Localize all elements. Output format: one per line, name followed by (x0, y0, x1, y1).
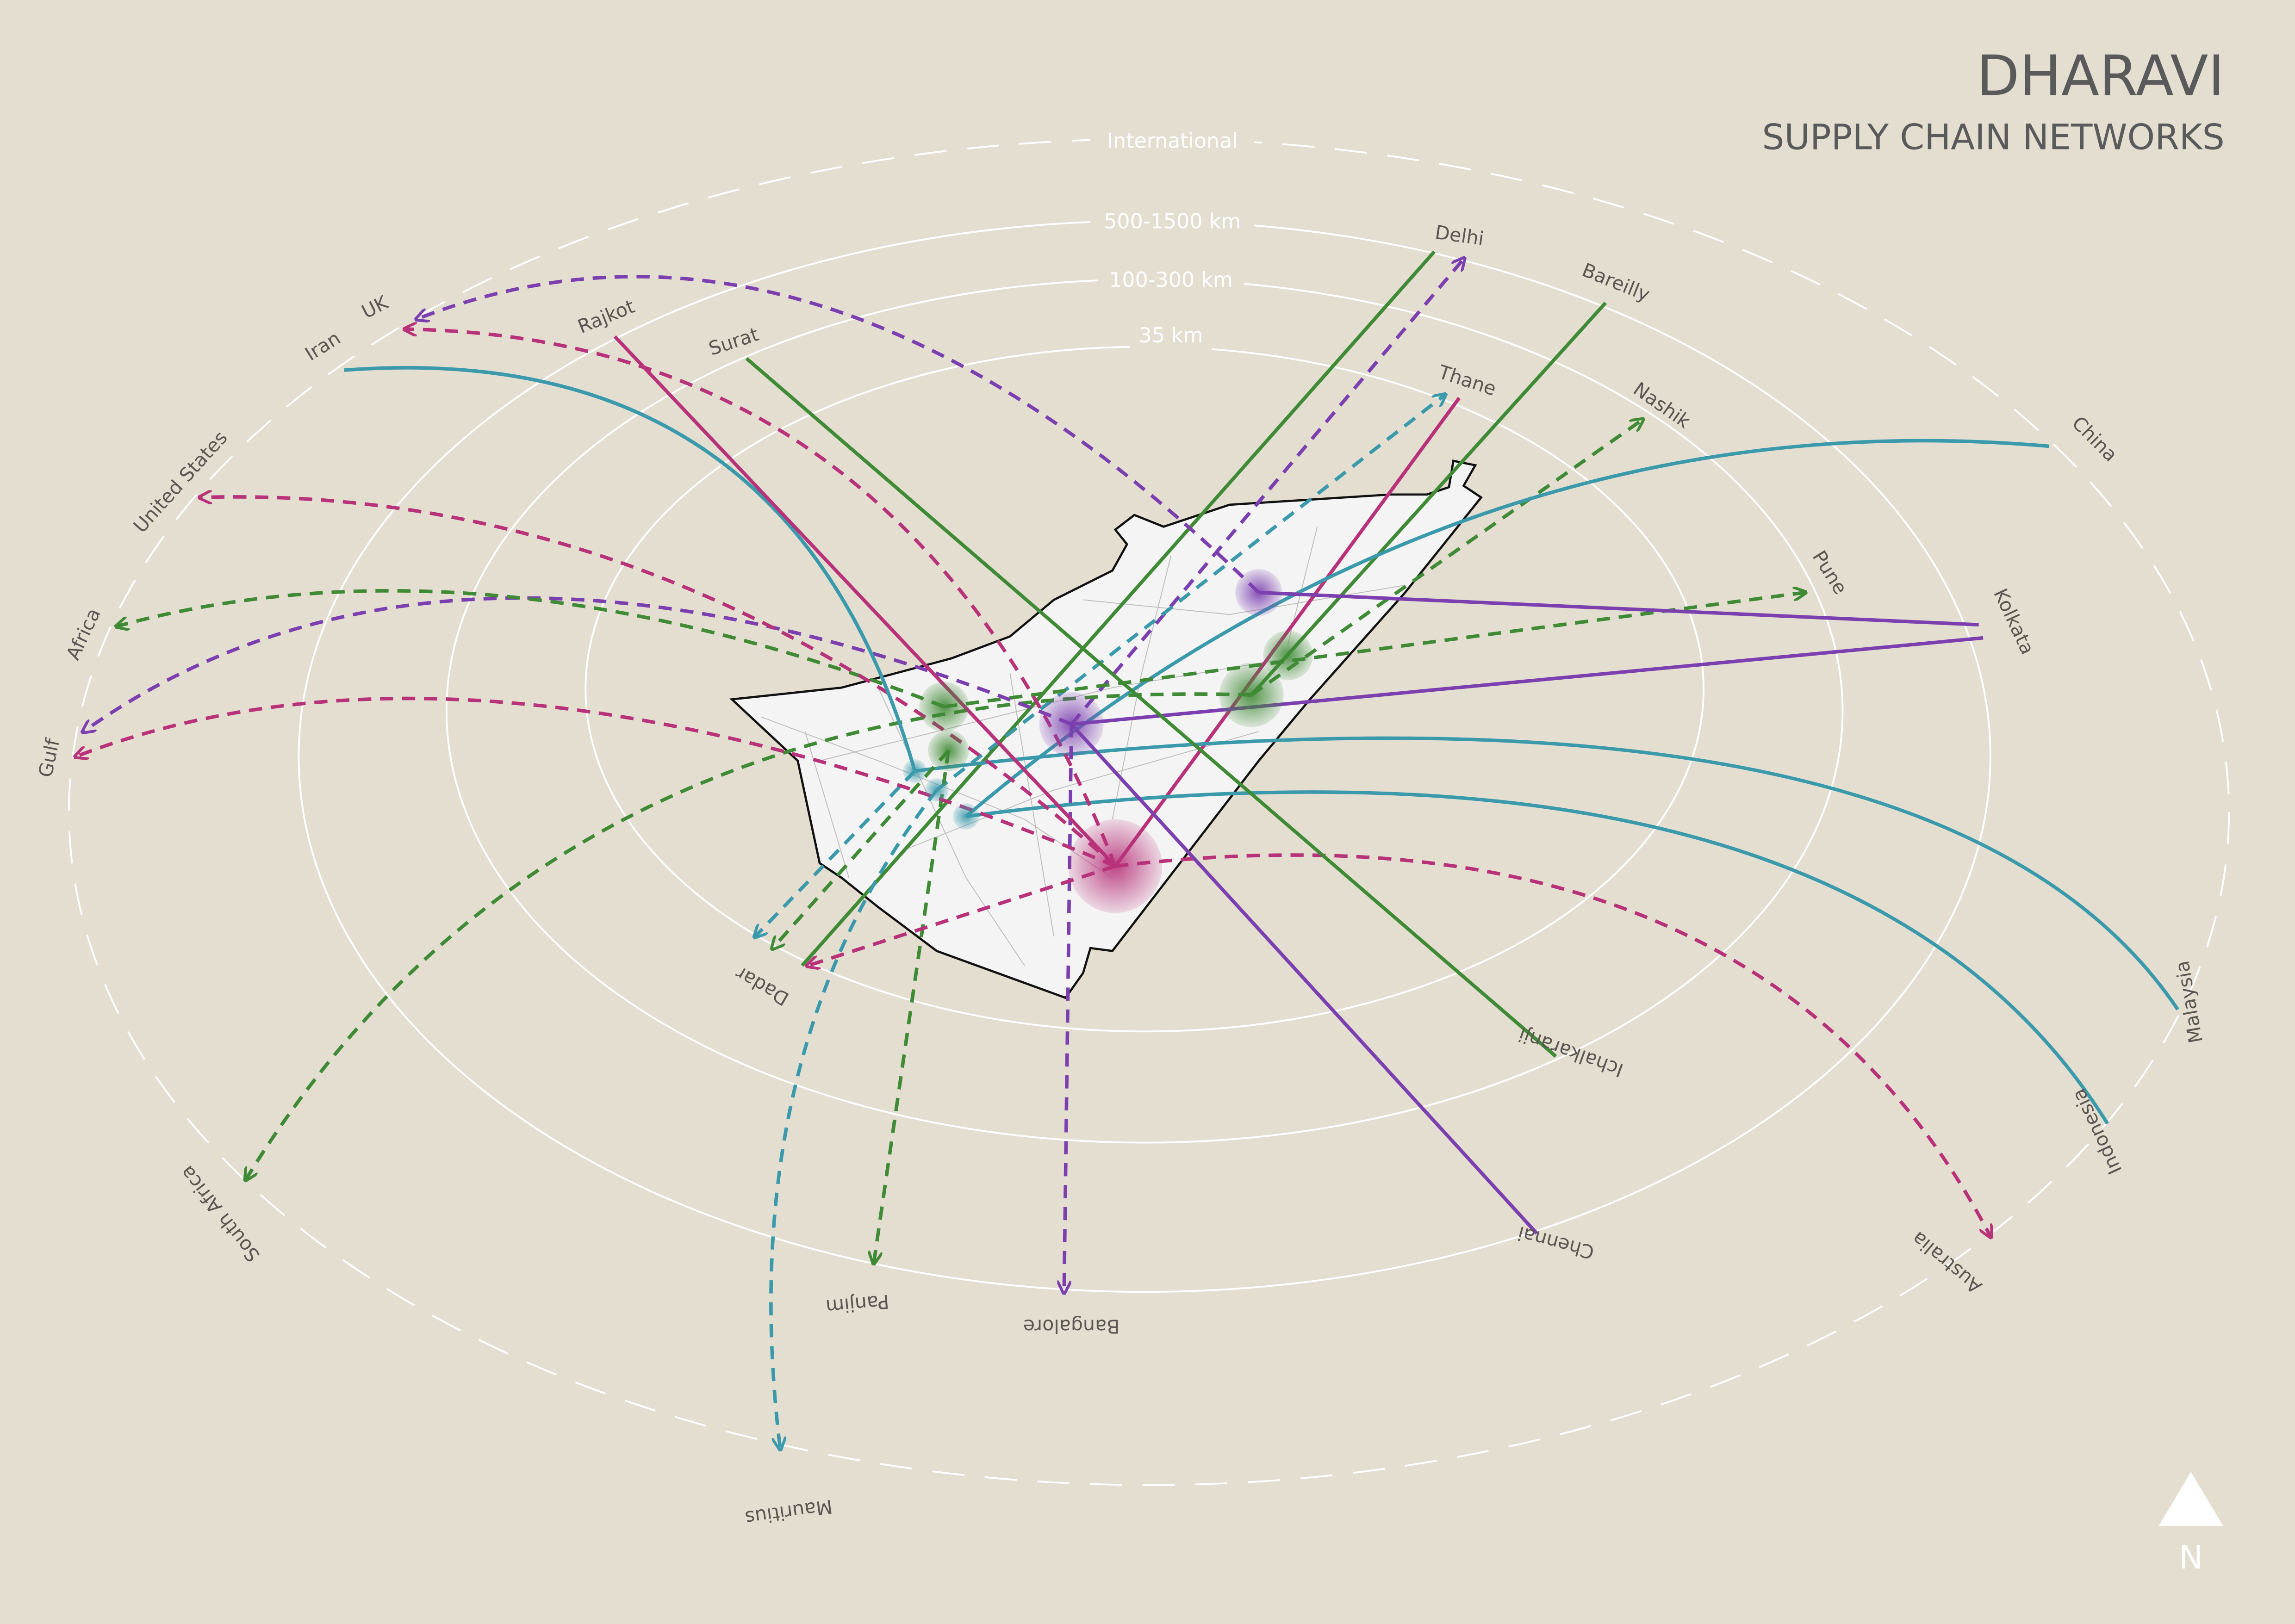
label-gulf: Gulf (34, 736, 64, 779)
route-thane-dashed (935, 395, 1444, 792)
route-indonesia (965, 790, 2109, 1125)
hub-purple (1235, 569, 1282, 616)
route-south-africa (246, 692, 1252, 1179)
hubs (903, 569, 1313, 913)
route-rajkot (613, 335, 1117, 868)
route-united-states (201, 497, 1117, 868)
route-mauritius (769, 789, 939, 1449)
ring-label-international: International (1107, 129, 1238, 153)
route-nashik (1250, 420, 1642, 697)
route-australia (1115, 853, 1990, 1236)
route-kolkata-1 (1258, 590, 1979, 627)
label-indonesia: Indonesia (2067, 1085, 2126, 1178)
page-title: DHARAVI (1977, 44, 2225, 109)
route-iran (344, 366, 917, 772)
label-nashik: Nashik (1629, 378, 1694, 433)
hub-teal (952, 803, 979, 830)
label-australia: Australia (1907, 1227, 1986, 1298)
hub-green (1263, 630, 1313, 681)
ring-label-100-300: 100-300 km (1109, 268, 1233, 292)
hub-purple (1039, 692, 1104, 756)
label-iran: Iran (301, 327, 344, 365)
hub-magenta (1068, 819, 1163, 913)
route-pune (944, 593, 1804, 709)
label-south-africa: South Africa (176, 1161, 265, 1266)
label-thane: Thane (1436, 360, 1499, 400)
route-malaysia (914, 736, 2179, 1011)
label-dadar: Dadar (732, 962, 793, 1010)
label-china: China (2068, 412, 2122, 466)
route-africa (117, 589, 945, 708)
route-delhi-dashed (1070, 259, 1463, 725)
hub-green (1219, 663, 1284, 727)
page-subtitle: SUPPLY CHAIN NETWORKS (1762, 117, 2225, 158)
route-uk-purple (417, 275, 1260, 594)
hub-green (928, 730, 969, 771)
route-dadar-magenta (808, 864, 1116, 966)
label-chennai: Chennai (1515, 1222, 1596, 1264)
label-bareilly: Bareilly (1579, 259, 1653, 306)
hub-green (919, 682, 969, 732)
label-mauritius: Mauritius (744, 1495, 834, 1529)
route-dadar-teal (755, 769, 916, 936)
north-arrow-icon (2158, 1472, 2223, 1526)
hub-teal (925, 778, 949, 802)
route-bareilly (1250, 302, 1607, 696)
route-china (964, 439, 2049, 818)
route-dadar-green (773, 749, 950, 948)
label-kolkata: Kolkata (1989, 585, 2039, 658)
north-label: N (2179, 1539, 2203, 1576)
route-delhi-solid (801, 250, 1436, 967)
ring-label-500-1500: 500-1500 km (1104, 210, 1241, 233)
ring-label-35: 35 km (1139, 324, 1203, 347)
label-panjim: Panjim (825, 1290, 890, 1318)
label-uk: UK (358, 291, 392, 323)
route-chennai (1070, 723, 1538, 1235)
label-bangalore: Bangalore (1023, 1315, 1120, 1337)
route-surat-ichalkaranji (745, 357, 1557, 1058)
hub-teal (903, 759, 927, 783)
label-united-states: United States (129, 427, 232, 537)
label-malaysia: Malaysia (2171, 959, 2207, 1045)
label-delhi: Delhi (1434, 221, 1485, 250)
